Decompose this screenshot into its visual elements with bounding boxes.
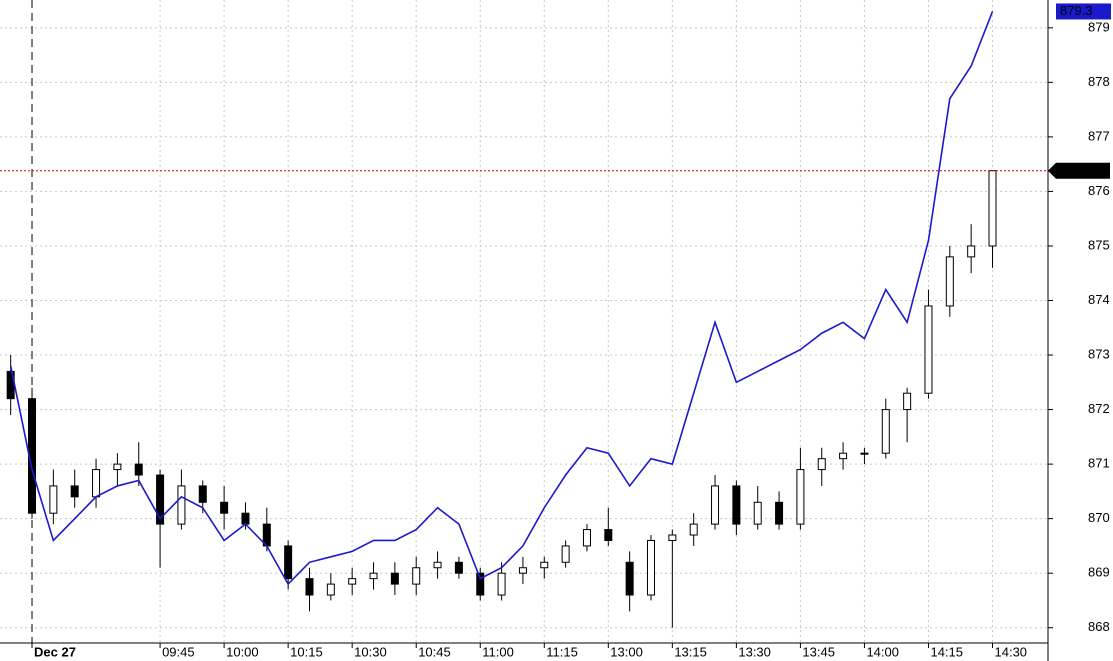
x-tick-label: 11:00: [482, 644, 514, 659]
candle-body: [817, 458, 826, 471]
y-tick-label: 875: [1088, 237, 1110, 252]
candle-body: [839, 452, 848, 460]
y-tick-label: 869: [1088, 565, 1110, 580]
candle-body: [49, 485, 58, 514]
price-line: [9, 11, 994, 586]
candle-body: [561, 545, 570, 563]
y-tick-label: 874: [1088, 292, 1110, 307]
candle-body: [775, 501, 784, 525]
x-tick-label: 13:30: [738, 644, 771, 659]
candle-body: [433, 561, 442, 569]
candle-body: [156, 474, 165, 525]
x-tick-label: 10:30: [354, 644, 387, 659]
candle-body: [753, 501, 762, 525]
candle-body: [988, 170, 997, 247]
candle-body: [241, 512, 250, 525]
candle-body: [924, 305, 933, 394]
candle-body: [134, 463, 143, 476]
candle-body: [518, 567, 527, 574]
candle-body: [689, 523, 698, 536]
candle-body: [70, 485, 79, 498]
candle-body: [881, 409, 890, 454]
candle-body: [454, 561, 463, 574]
candle-body: [668, 534, 677, 541]
last-price-box: [1048, 162, 1110, 179]
candle-body: [369, 572, 378, 580]
y-tick-label: 877: [1088, 128, 1110, 143]
y-tick-label: 870: [1088, 510, 1110, 525]
candle-body: [497, 572, 506, 596]
candle-body: [711, 485, 720, 525]
y-tick-label: 878: [1088, 74, 1110, 89]
y-tick-label: 871: [1088, 456, 1110, 471]
candle-body: [967, 245, 976, 258]
candle-body: [732, 485, 741, 525]
y-tick-label: 879: [1088, 19, 1110, 34]
x-tick-label: 13:15: [674, 644, 707, 659]
candle-body: [92, 469, 101, 498]
candle-body: [412, 567, 421, 585]
candle-body: [198, 485, 207, 503]
candle-body: [390, 572, 399, 585]
y-tick-label: 872: [1088, 401, 1110, 416]
x-tick-label: 14:30: [995, 644, 1028, 659]
candle-body: [625, 561, 634, 596]
y-tick-label: 876: [1088, 183, 1110, 198]
candle-body: [540, 561, 549, 569]
candle-body: [177, 485, 186, 525]
candle-body: [348, 578, 357, 585]
line-last-label: 879.3: [1060, 3, 1093, 18]
last-price-label: 876.38: [1060, 162, 1100, 177]
candle-body: [476, 572, 485, 596]
candle-body: [945, 256, 954, 307]
candle-body: [305, 578, 314, 596]
x-tick-label: 13:45: [802, 644, 835, 659]
x-tick-label: 09:45: [162, 644, 195, 659]
candle-body: [113, 463, 122, 471]
x-tick-label: 11:15: [546, 644, 578, 659]
candle-body: [796, 469, 805, 525]
x-tick-label: Dec 27: [34, 644, 76, 659]
x-tick-label: 10:45: [418, 644, 451, 659]
y-tick-label: 873: [1088, 346, 1110, 361]
candle-body: [284, 545, 293, 580]
y-tick-label: 868: [1088, 619, 1110, 634]
candle-body: [903, 392, 912, 411]
x-tick-label: 10:15: [290, 644, 323, 659]
candle-body: [646, 539, 655, 596]
candle-body: [326, 583, 335, 596]
candle-body: [220, 501, 229, 514]
x-tick-label: 13:00: [610, 644, 643, 659]
x-tick-label: 14:15: [930, 644, 963, 659]
x-tick-label: 14:00: [866, 644, 899, 659]
x-tick-label: 10:00: [226, 644, 259, 659]
candle-body: [604, 529, 613, 541]
line-last-box: [1056, 3, 1111, 20]
candle-body: [860, 452, 869, 455]
candle-body: [582, 529, 591, 547]
